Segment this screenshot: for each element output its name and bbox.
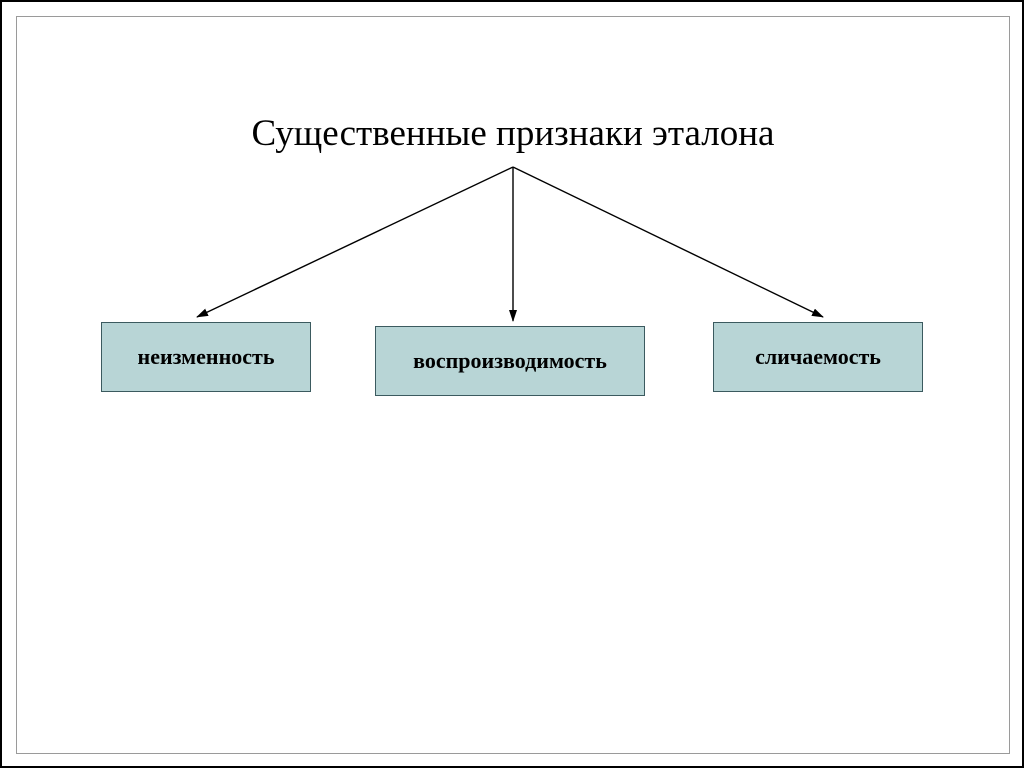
edge-to-n1 [197, 167, 513, 317]
node-n2-label: воспроизводимость [413, 348, 607, 374]
node-n3-label: сличаемость [755, 344, 881, 370]
node-n1: неизменность [101, 322, 311, 392]
node-n3: сличаемость [713, 322, 923, 392]
edge-to-n3 [513, 167, 823, 317]
slide-outer-frame: Существенные признаки эталона неизменнос… [0, 0, 1024, 768]
node-n2: воспроизводимость [375, 326, 645, 396]
slide-inner-frame: Существенные признаки эталона неизменнос… [16, 16, 1010, 754]
node-n1-label: неизменность [138, 344, 275, 370]
